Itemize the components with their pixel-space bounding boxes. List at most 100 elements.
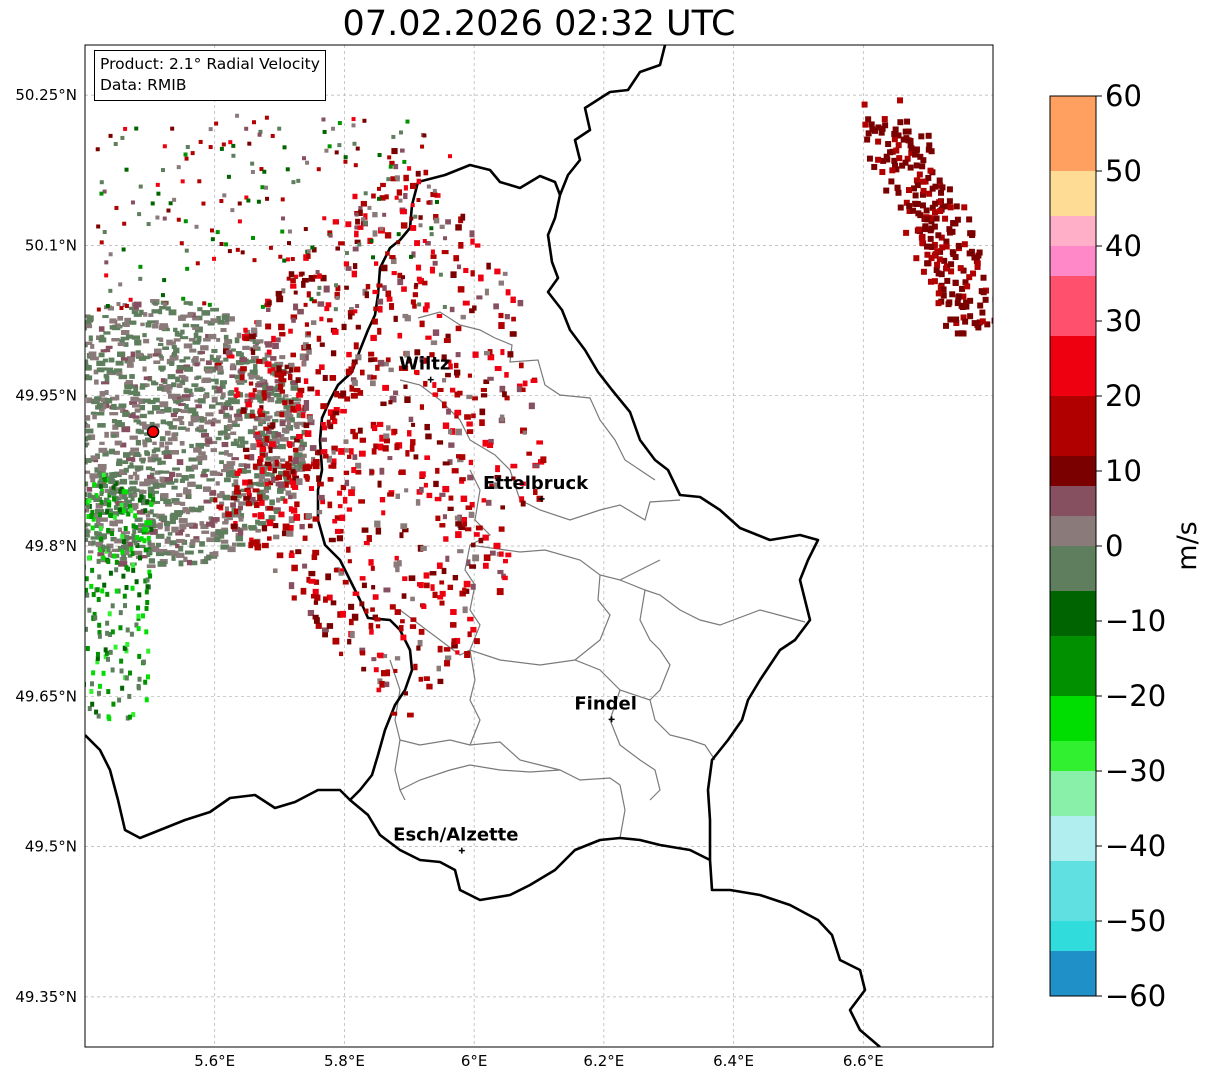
echo-pixel xyxy=(470,542,476,548)
echo-pixel xyxy=(966,274,973,281)
echo-pixel xyxy=(223,401,232,408)
echo-pixel xyxy=(25,369,34,373)
echo-pixel xyxy=(189,523,198,529)
echo-pixel xyxy=(270,363,278,368)
lat-tick-label: 49.65°N xyxy=(15,687,77,705)
echo-pixel xyxy=(403,691,409,696)
echo-pixel xyxy=(56,359,64,364)
echo-pixel xyxy=(920,157,927,164)
echo-pixel xyxy=(126,456,135,462)
echo-pixel xyxy=(73,422,82,425)
echo-pixel xyxy=(181,395,191,402)
echo-pixel xyxy=(389,395,397,403)
echo-pixel xyxy=(380,182,386,188)
echo-pixel xyxy=(390,176,397,182)
echo-pixel xyxy=(316,481,324,487)
echo-pixel xyxy=(27,646,31,651)
echo-pixel xyxy=(260,382,269,388)
echo-pixel xyxy=(120,685,125,691)
echo-pixel xyxy=(160,408,166,413)
echo-pixel xyxy=(499,385,506,393)
echo-pixel xyxy=(142,442,148,448)
echo-pixel xyxy=(76,365,84,371)
echo-pixel xyxy=(210,318,218,324)
echo-pixel xyxy=(148,549,153,555)
echo-pixel xyxy=(119,306,124,311)
echo-pixel xyxy=(58,407,62,411)
echo-pixel xyxy=(221,142,226,147)
echo-pixel xyxy=(248,541,254,549)
echo-pixel xyxy=(444,359,452,364)
echo-pixel xyxy=(404,488,409,493)
echo-pixel xyxy=(90,509,95,515)
echo-pixel xyxy=(377,480,382,488)
echo-pixel xyxy=(234,470,241,477)
echo-pixel xyxy=(155,215,160,220)
echo-pixel xyxy=(961,241,968,248)
echo-pixel xyxy=(941,257,948,264)
echo-pixel xyxy=(944,263,951,270)
echo-pixel xyxy=(504,395,510,401)
city-label: Wiltz xyxy=(399,354,450,375)
echo-pixel xyxy=(932,209,939,216)
echo-pixel xyxy=(273,392,282,398)
echo-pixel xyxy=(409,624,417,629)
echo-pixel xyxy=(309,297,314,302)
echo-pixel xyxy=(57,510,61,515)
echo-pixel xyxy=(28,652,32,657)
echo-pixel xyxy=(516,386,522,393)
echo-pixel xyxy=(51,440,57,445)
echo-pixel xyxy=(158,325,167,331)
echo-pixel xyxy=(939,244,946,251)
echo-pixel xyxy=(130,351,136,358)
echo-pixel xyxy=(251,235,256,240)
echo-pixel xyxy=(192,326,199,330)
echo-pixel xyxy=(191,383,199,387)
echo-pixel xyxy=(114,323,121,329)
echo-pixel xyxy=(147,540,152,546)
echo-pixel xyxy=(28,499,36,503)
echo-pixel xyxy=(12,431,18,436)
echo-pixel xyxy=(56,598,60,603)
echo-pixel xyxy=(483,350,491,356)
echo-pixel xyxy=(350,377,357,382)
echo-pixel xyxy=(353,342,359,350)
echo-pixel xyxy=(138,489,144,494)
echo-pixel xyxy=(117,351,126,357)
echo-pixel xyxy=(334,390,340,398)
echo-pixel xyxy=(128,320,137,325)
echo-pixel xyxy=(442,378,447,383)
echo-pixel xyxy=(906,207,913,214)
echo-pixel xyxy=(51,336,59,342)
echo-pixel xyxy=(157,523,163,530)
echo-pixel xyxy=(31,621,35,626)
echo-pixel xyxy=(205,438,213,445)
echo-pixel xyxy=(269,371,274,376)
echo-pixel xyxy=(219,380,228,385)
echo-pixel xyxy=(267,368,272,374)
echo-pixel xyxy=(328,233,333,238)
echo-pixel xyxy=(398,365,404,371)
echo-pixel xyxy=(960,314,967,321)
echo-pixel xyxy=(164,502,172,507)
echo-pixel xyxy=(296,421,306,426)
echo-pixel xyxy=(99,180,104,185)
echo-pixel xyxy=(410,596,415,602)
echo-pixel xyxy=(152,423,160,428)
echo-pixel xyxy=(105,620,110,626)
echo-pixel xyxy=(441,567,447,575)
echo-pixel xyxy=(272,476,279,481)
echo-pixel xyxy=(938,189,945,196)
echo-pixel xyxy=(97,463,107,470)
echo-pixel xyxy=(382,445,389,452)
echo-pixel xyxy=(433,217,440,224)
echo-pixel xyxy=(175,529,184,536)
echo-pixel xyxy=(297,308,304,315)
echo-pixel xyxy=(114,487,122,493)
echo-pixel xyxy=(114,567,119,573)
echo-pixel xyxy=(95,651,100,657)
echo-pixel xyxy=(90,525,95,531)
echo-pixel xyxy=(13,466,18,471)
colorbar-segment xyxy=(1050,246,1096,276)
echo-pixel xyxy=(397,332,403,339)
